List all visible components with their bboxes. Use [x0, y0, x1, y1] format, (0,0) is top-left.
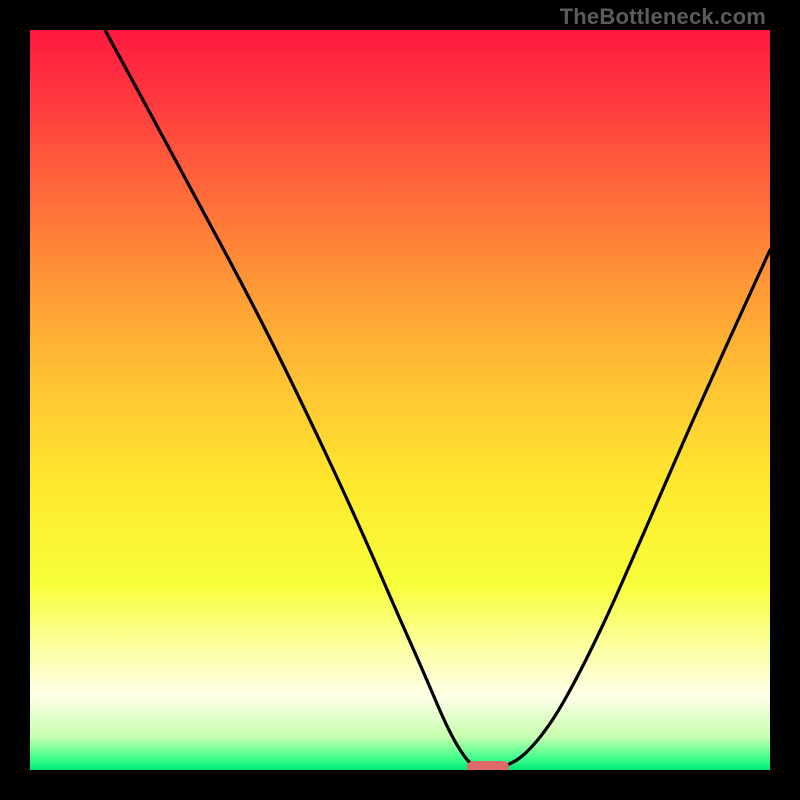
bottleneck-curve [30, 30, 770, 770]
watermark-text: TheBottleneck.com [560, 4, 766, 30]
optimum-marker [467, 761, 509, 770]
chart-frame: TheBottleneck.com [0, 0, 800, 800]
plot-area [30, 30, 770, 770]
